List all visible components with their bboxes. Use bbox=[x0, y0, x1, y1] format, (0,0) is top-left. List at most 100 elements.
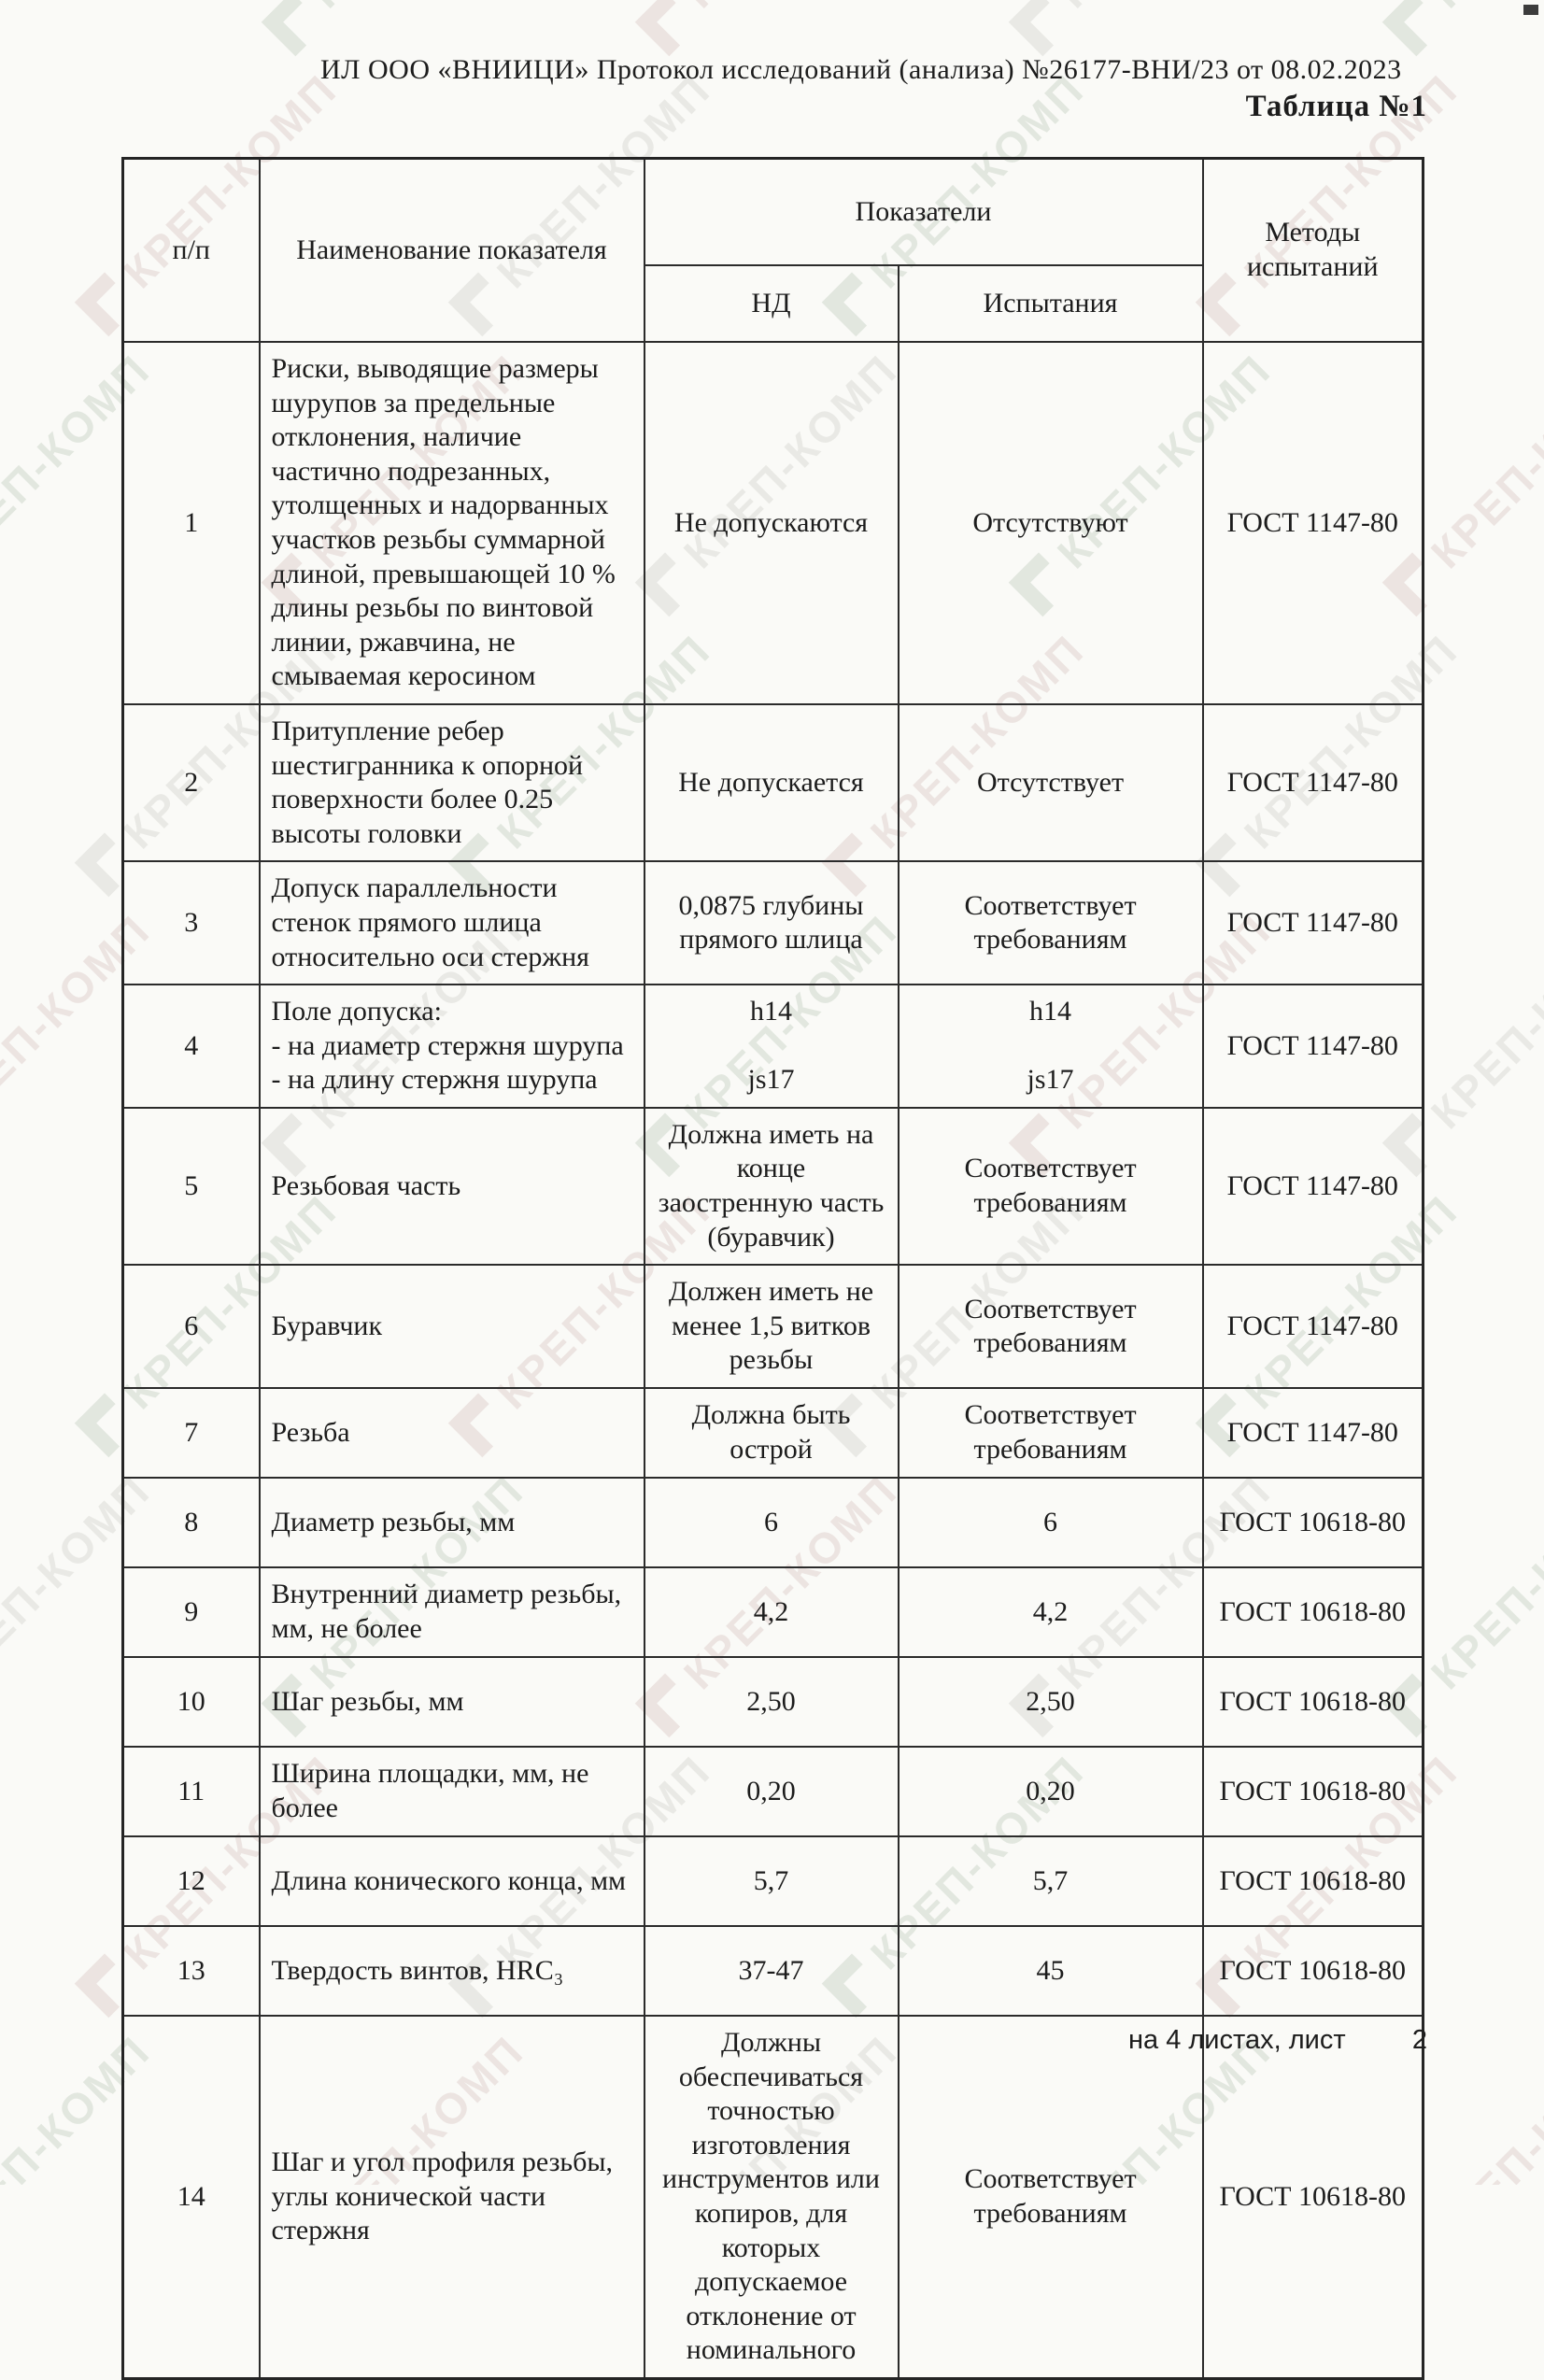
header-nd: НД bbox=[643, 264, 899, 343]
brand-logo-icon bbox=[1004, 0, 1073, 61]
indicator-name-cell: Ширина площадки, мм, не более bbox=[258, 1746, 645, 1838]
watermark-tile: КРЕП-КОМП bbox=[1378, 0, 1544, 62]
indicator-name-cell: Твердость винтов, HRC₃ bbox=[258, 1925, 645, 2018]
table-caption: Таблица №1 bbox=[1245, 90, 1427, 123]
table-row: 4 Поле допуска: - на диаметр стержня шур… bbox=[121, 984, 1424, 1109]
test-result-cell: Отсутствует bbox=[897, 702, 1204, 863]
nd-requirement-cell: 6 bbox=[643, 1477, 899, 1569]
nd-requirement-cell: Должны обеспечиваться точностью изготовл… bbox=[643, 2015, 899, 2380]
table-row: 12 Длина конического конца, мм 5,7 5,7 Г… bbox=[121, 1835, 1424, 1928]
table-body: 1 Риски, выводящие размеры шурупов за пр… bbox=[121, 341, 1424, 2380]
watermark-tile: КРЕП-КОМП bbox=[630, 0, 908, 62]
watermark-text: КРЕП-КОМП bbox=[300, 0, 533, 18]
test-method-cell: ГОСТ 1147-80 bbox=[1201, 1264, 1424, 1390]
watermark-text: КРЕП-КОМП bbox=[0, 0, 161, 18]
indicator-name-cell: Буравчик bbox=[258, 1264, 645, 1390]
header-num: п/п bbox=[121, 157, 261, 343]
watermark-text: КРЕП-КОМП bbox=[1421, 2026, 1544, 2185]
header-test-methods: Методы испытаний bbox=[1201, 157, 1424, 343]
row-number-cell: 11 bbox=[121, 1746, 261, 1838]
indicator-name-cell: Шаг и угол профиля резьбы, углы коническ… bbox=[258, 2015, 645, 2380]
table-row: 3 Допуск параллельности стенок прямого ш… bbox=[121, 860, 1424, 986]
nd-requirement-cell: Должна быть острой bbox=[643, 1387, 899, 1480]
watermark-text: КРЕП-КОМП bbox=[1421, 345, 1544, 578]
test-method-cell: ГОСТ 1147-80 bbox=[1201, 1106, 1424, 1267]
test-method-cell: ГОСТ 10618-80 bbox=[1201, 1566, 1424, 1659]
row-number-cell: 3 bbox=[121, 860, 261, 986]
test-result-cell: Соответствует требованиям bbox=[897, 1264, 1204, 1390]
watermark-tile: КРЕП-КОМП bbox=[0, 0, 161, 62]
sheets-label: на 4 листах, лист bbox=[1128, 2025, 1346, 2055]
nd-requirement-cell: 0,0875 глубины прямого шлица bbox=[643, 860, 899, 986]
test-result-cell: h14 js17 bbox=[897, 984, 1204, 1109]
test-method-cell: ГОСТ 1147-80 bbox=[1201, 984, 1424, 1109]
header-indicator-name: Наименование показателя bbox=[258, 157, 645, 343]
indicator-name-cell: Риски, выводящие размеры шурупов за пред… bbox=[258, 341, 645, 705]
watermark-text: КРЕП-КОМП bbox=[1421, 1466, 1544, 1699]
test-result-cell: 45 bbox=[897, 1925, 1204, 2018]
table-row: 13 Твердость винтов, HRC₃ 37-47 45 ГОСТ … bbox=[121, 1925, 1424, 2018]
row-number-cell: 6 bbox=[121, 1264, 261, 1390]
nd-requirement-cell: h14 js17 bbox=[643, 984, 899, 1109]
indicator-name-cell: Длина конического конца, мм bbox=[258, 1835, 645, 1928]
watermark-tile: КРЕП-КОМП bbox=[1004, 0, 1282, 62]
test-result-cell: Отсутствуют bbox=[897, 341, 1204, 705]
indicator-name-cell: Притупление ребер шестигранника к опорно… bbox=[258, 702, 645, 863]
nd-requirement-cell: Не допускаются bbox=[643, 341, 899, 705]
nd-requirement-cell: 0,20 bbox=[643, 1746, 899, 1838]
test-result-cell: 6 bbox=[897, 1477, 1204, 1569]
nd-requirement-cell: 5,7 bbox=[643, 1835, 899, 1928]
page-number: 2 bbox=[1411, 2025, 1427, 2055]
test-method-cell: ГОСТ 10618-80 bbox=[1201, 1477, 1424, 1569]
nd-requirement-cell: Не допускается bbox=[643, 702, 899, 863]
table-row: 1 Риски, выводящие размеры шурупов за пр… bbox=[121, 341, 1424, 705]
table-row: 7 Резьба Должна быть острой Соответствуе… bbox=[121, 1387, 1424, 1480]
indicator-name-cell: Поле допуска: - на диаметр стержня шуруп… bbox=[258, 984, 645, 1109]
test-result-cell: Соответствует требованиям bbox=[897, 1387, 1204, 1480]
table-row: 6 Буравчик Должен иметь не менее 1,5 вит… bbox=[121, 1264, 1424, 1390]
test-method-cell: ГОСТ 10618-80 bbox=[1201, 1835, 1424, 1928]
table-row: 10 Шаг резьбы, мм 2,50 2,50 ГОСТ 10618-8… bbox=[121, 1656, 1424, 1749]
table-row: 5 Резьбовая часть Должна иметь на конце … bbox=[121, 1106, 1424, 1267]
scan-artifact bbox=[1523, 5, 1538, 15]
test-result-cell: 4,2 bbox=[897, 1566, 1204, 1659]
table-row: 2 Притупление ребер шестигранника к опор… bbox=[121, 702, 1424, 863]
test-method-cell: ГОСТ 1147-80 bbox=[1201, 860, 1424, 986]
test-result-cell: Соответствует требованиям bbox=[897, 2015, 1204, 2380]
test-method-cell: ГОСТ 10618-80 bbox=[1201, 1925, 1424, 2018]
row-number-cell: 5 bbox=[121, 1106, 261, 1267]
brand-logo-icon bbox=[1378, 0, 1447, 61]
test-method-cell: ГОСТ 1147-80 bbox=[1201, 702, 1424, 863]
indicator-name-cell: Резьбовая часть bbox=[258, 1106, 645, 1267]
watermark-text: КРЕП-КОМП bbox=[1421, 905, 1544, 1139]
header-indicators-group: Показатели bbox=[643, 157, 1204, 266]
table-row: 9 Внутренний диаметр резьбы, мм, не боле… bbox=[121, 1566, 1424, 1659]
test-result-cell: Соответствует требованиям bbox=[897, 860, 1204, 986]
nd-requirement-cell: Должна иметь на конце заостренную часть … bbox=[643, 1106, 899, 1267]
table-row: 14 Шаг и угол профиля резьбы, углы конич… bbox=[121, 2015, 1424, 2380]
row-number-cell: 8 bbox=[121, 1477, 261, 1569]
row-number-cell: 9 bbox=[121, 1566, 261, 1659]
indicator-name-cell: Допуск параллельности стенок прямого шли… bbox=[258, 860, 645, 986]
test-method-cell: ГОСТ 10618-80 bbox=[1201, 1746, 1424, 1838]
row-number-cell: 1 bbox=[121, 341, 261, 705]
test-result-cell: Соответствует требованиям bbox=[897, 1106, 1204, 1267]
row-number-cell: 7 bbox=[121, 1387, 261, 1480]
header-tests: Испытания bbox=[897, 264, 1204, 343]
nd-requirement-cell: 37-47 bbox=[643, 1925, 899, 2018]
table-head: п/п Наименование показателя Показатели М… bbox=[121, 157, 1424, 343]
test-result-cell: 2,50 bbox=[897, 1656, 1204, 1749]
brand-logo-icon bbox=[257, 0, 326, 61]
test-method-cell: ГОСТ 1147-80 bbox=[1201, 1387, 1424, 1480]
page-footer: на 4 листах, лист 2 bbox=[1128, 2025, 1427, 2056]
watermark-text: КРЕП-КОМП bbox=[1047, 0, 1281, 18]
indicator-name-cell: Резьба bbox=[258, 1387, 645, 1480]
watermark-text: КРЕП-КОМП bbox=[673, 0, 907, 18]
row-number-cell: 10 bbox=[121, 1656, 261, 1749]
row-number-cell: 12 bbox=[121, 1835, 261, 1928]
indicator-name-cell: Диаметр резьбы, мм bbox=[258, 1477, 645, 1569]
table-row: 11 Ширина площадки, мм, не более 0,20 0,… bbox=[121, 1746, 1424, 1838]
brand-logo-icon bbox=[630, 0, 700, 61]
test-method-cell: ГОСТ 1147-80 bbox=[1201, 341, 1424, 705]
